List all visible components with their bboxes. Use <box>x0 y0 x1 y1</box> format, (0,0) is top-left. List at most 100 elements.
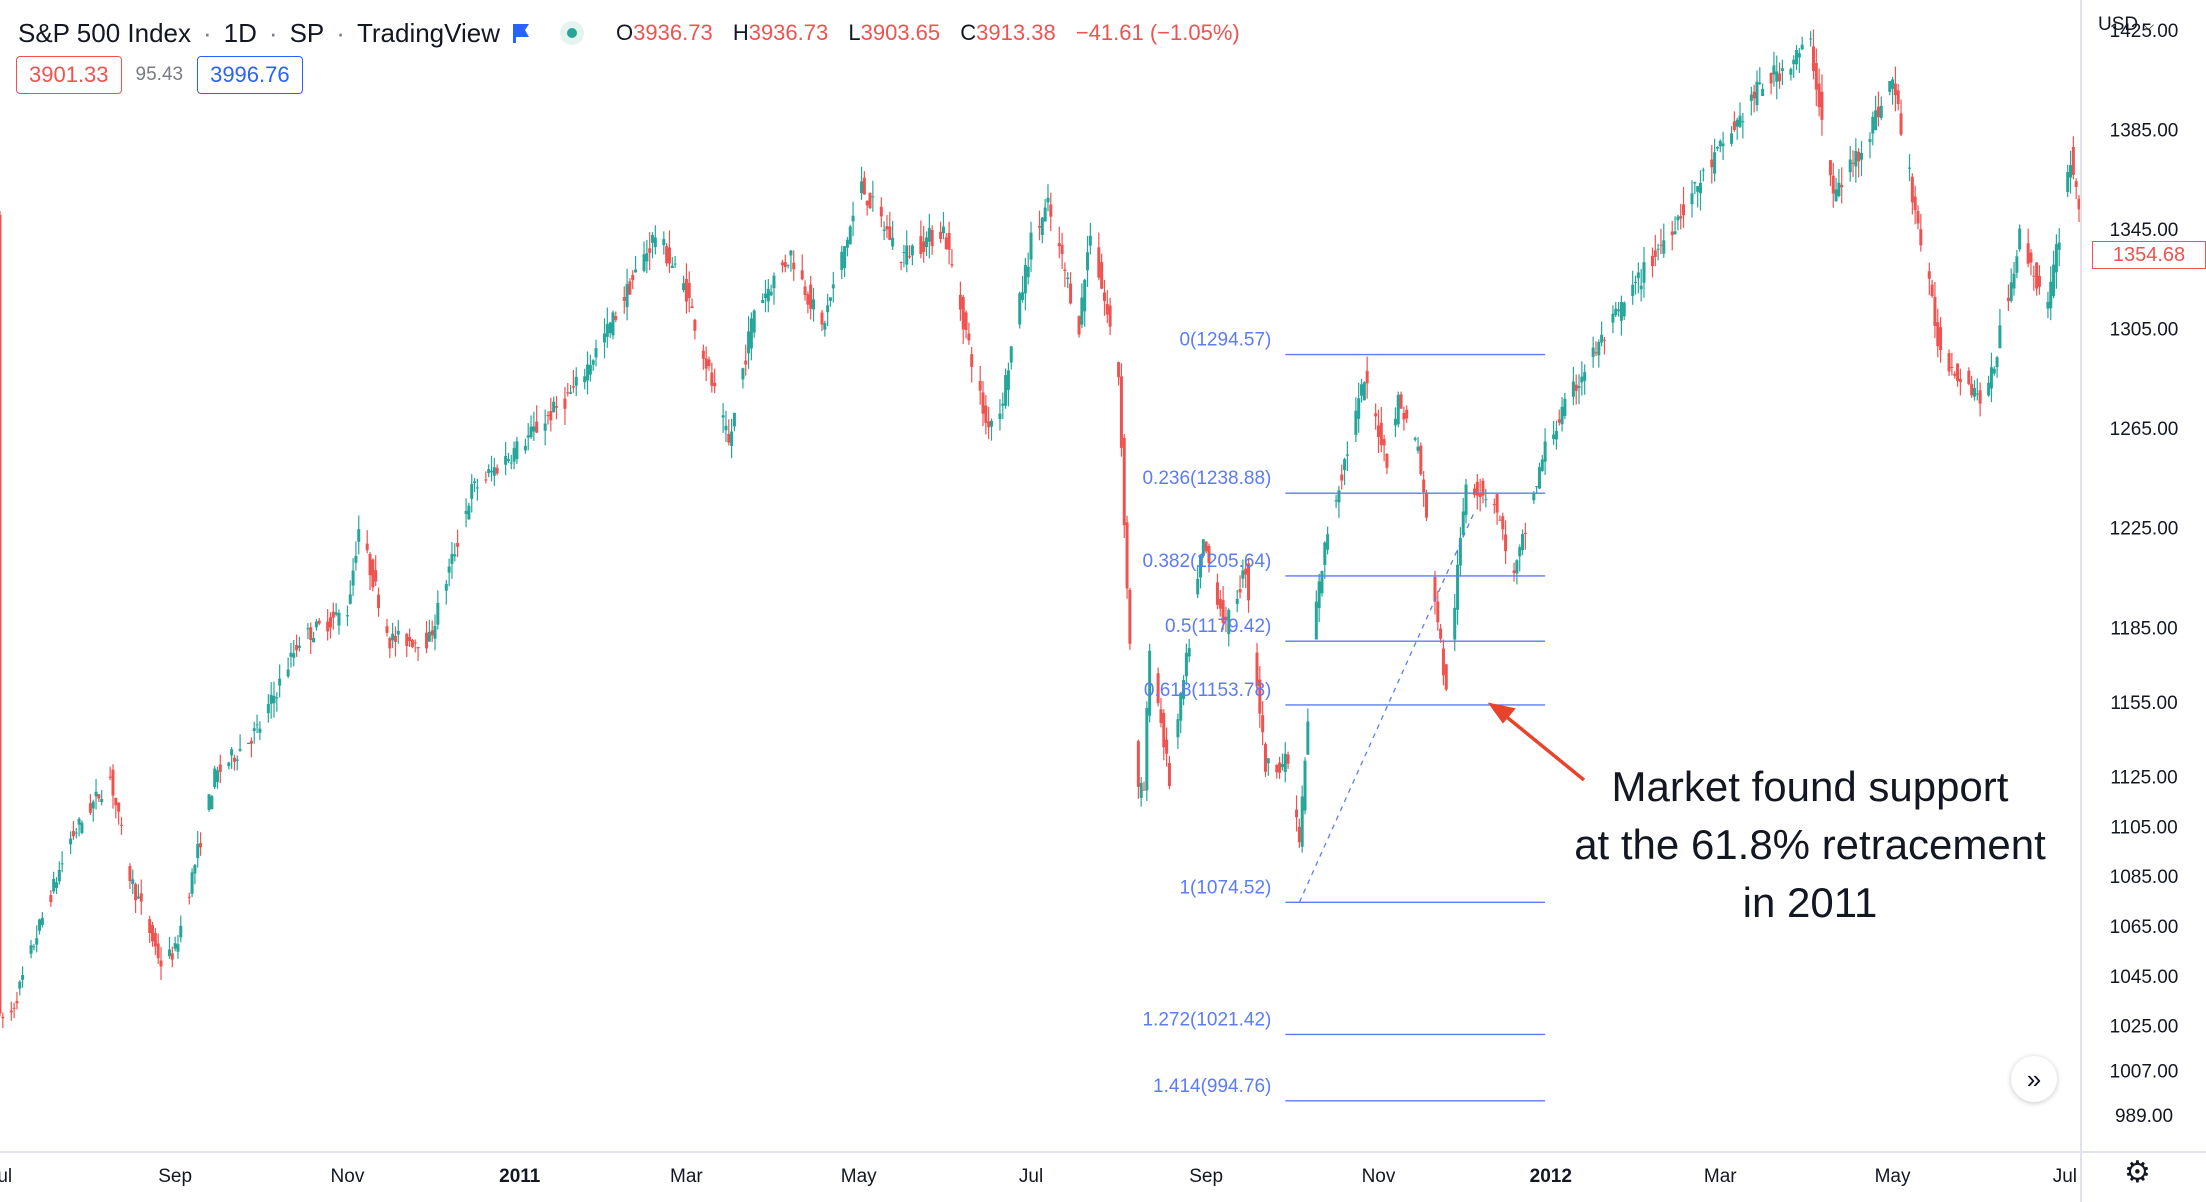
candle-body <box>583 376 587 383</box>
candle <box>1405 405 1409 423</box>
candle-body <box>1698 182 1702 194</box>
candle <box>1916 205 1920 230</box>
candle-body <box>2006 297 2010 302</box>
gear-icon[interactable]: ⚙ <box>2124 1156 2151 1189</box>
candle <box>939 221 943 244</box>
candle-body <box>495 467 499 474</box>
interval-label[interactable]: 1D <box>223 17 257 48</box>
candle <box>552 396 556 413</box>
candle <box>682 275 686 293</box>
candle <box>1913 185 1917 225</box>
candle-body <box>1780 68 1784 71</box>
candle-body <box>490 470 494 473</box>
candle <box>1540 454 1544 472</box>
candle <box>1653 234 1657 267</box>
fib-trend-line[interactable] <box>1298 510 1476 903</box>
candle-body <box>651 234 655 243</box>
candle-body <box>1340 474 1344 481</box>
candle <box>317 617 321 626</box>
candle-body <box>1515 560 1519 574</box>
candle-body <box>732 412 736 427</box>
candle-body <box>278 678 282 686</box>
candle <box>1775 55 1779 100</box>
candle <box>1936 308 1940 358</box>
candle <box>148 915 152 944</box>
candle <box>371 558 375 592</box>
candle-body <box>631 275 635 281</box>
candle <box>252 721 256 744</box>
sell-button[interactable]: 3901.33 <box>16 56 122 94</box>
flag-icon[interactable] <box>510 22 532 44</box>
candle <box>902 244 906 268</box>
candle-body <box>117 802 121 812</box>
candle-body <box>1 1016 5 1019</box>
candle <box>1769 72 1773 95</box>
candle-body <box>74 832 78 834</box>
candle <box>1399 391 1403 410</box>
candle <box>128 863 132 889</box>
candle <box>1255 642 1259 696</box>
candle-body <box>905 245 909 265</box>
currency-menu[interactable]: USD ⌵ <box>2098 14 2154 36</box>
candle-body <box>721 415 725 418</box>
candle-body <box>1484 499 1488 501</box>
time-tick-label: 2011 <box>499 1166 541 1187</box>
annotation-line: Market found support <box>1611 763 2009 810</box>
price-axis[interactable] <box>2081 0 2206 1152</box>
candle-body <box>1730 133 1734 144</box>
scroll-to-realtime-button[interactable]: » <box>2011 1056 2057 1102</box>
candle-body <box>1405 409 1409 419</box>
candle-body <box>512 448 516 462</box>
candle <box>297 636 301 652</box>
candle <box>823 320 827 337</box>
price-tick-label: 1125.00 <box>2110 768 2177 789</box>
candle <box>1690 180 1694 218</box>
fib-retracement[interactable]: 0(1294.57) 0.236(1238.88) 0.382(1205.64) 0.… <box>1142 330 1546 1102</box>
candle-body <box>170 953 174 960</box>
time-axis-labels[interactable]: Jul Sep Nov 2011 Mar May Jul Sep Nov 2012 Mar May Ju… <box>0 1166 2077 1187</box>
candle-body <box>1009 346 1013 363</box>
candle <box>1631 270 1635 305</box>
candle-body <box>1441 648 1445 676</box>
candle-body <box>1066 277 1070 280</box>
candle-body <box>1956 363 1960 381</box>
candle-body <box>235 759 239 761</box>
candle <box>187 892 191 905</box>
candle-body <box>388 638 392 649</box>
candle <box>1105 290 1109 324</box>
candle <box>1828 159 1832 187</box>
candle <box>1433 570 1437 615</box>
candle-body <box>213 768 217 788</box>
symbol-header: S&P 500 Index · 1D · SP · TradingView O3… <box>18 14 1240 52</box>
candle-body <box>1854 151 1858 167</box>
candle-body <box>879 206 883 217</box>
candle <box>2009 268 2013 303</box>
price-tick-label: 1025.00 <box>2110 1017 2179 1038</box>
candle-body <box>812 299 816 310</box>
candle-body <box>989 420 993 427</box>
candle-body <box>464 510 468 514</box>
symbol-name[interactable]: S&P 500 Index <box>18 17 191 48</box>
candle <box>862 171 866 195</box>
candle <box>1218 590 1222 617</box>
candle <box>1145 701 1149 802</box>
candle <box>1303 757 1307 815</box>
time-tick-label: Jul <box>0 1166 12 1187</box>
candle <box>1958 368 1962 396</box>
market-status-icon[interactable] <box>560 21 585 45</box>
candle-body <box>727 433 731 443</box>
candle-body <box>1523 532 1527 535</box>
candle <box>247 742 251 745</box>
candle <box>176 935 180 959</box>
candle-body <box>139 893 143 902</box>
candle <box>1939 316 1943 363</box>
candle <box>549 397 553 432</box>
candle <box>1967 367 1971 386</box>
candle <box>1571 366 1575 406</box>
candle <box>235 755 239 771</box>
candle <box>156 933 160 964</box>
buy-button[interactable]: 3996.76 <box>197 56 303 94</box>
candle-body <box>1622 302 1626 317</box>
candle <box>653 225 657 255</box>
